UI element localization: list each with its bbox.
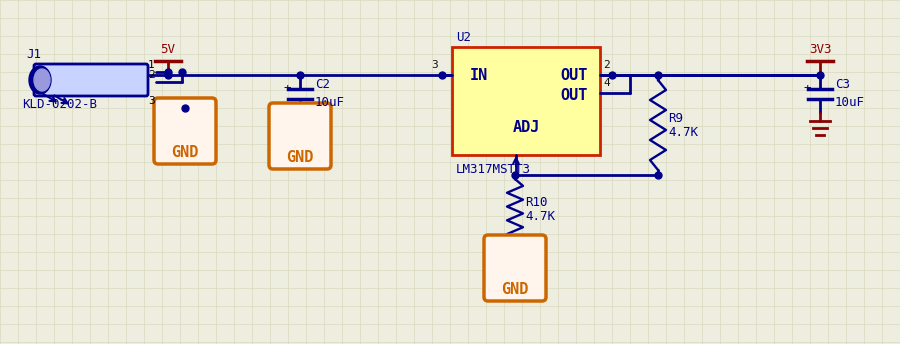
Text: 5V: 5V: [160, 43, 176, 55]
Text: 10uF: 10uF: [835, 96, 865, 108]
Bar: [452, 47, 600, 155]
Text: +: +: [804, 82, 812, 95]
Text: +: +: [284, 82, 292, 95]
Ellipse shape: [34, 69, 50, 91]
Text: LM317MSTT3: LM317MSTT3: [456, 162, 531, 175]
Text: J1: J1: [26, 47, 41, 61]
Text: 3: 3: [148, 96, 155, 106]
Text: 3: 3: [431, 60, 438, 70]
Text: GND: GND: [286, 150, 314, 164]
FancyBboxPatch shape: [269, 103, 331, 169]
Text: 2: 2: [148, 70, 155, 80]
FancyBboxPatch shape: [34, 64, 148, 96]
Text: IN: IN: [470, 67, 488, 83]
Text: 1: 1: [148, 60, 155, 70]
Text: 2: 2: [603, 60, 610, 70]
Text: OUT: OUT: [561, 67, 588, 83]
Text: C2: C2: [315, 77, 330, 90]
Text: 4.7K: 4.7K: [668, 126, 698, 139]
Text: 4: 4: [603, 78, 610, 88]
Text: R10: R10: [525, 196, 547, 209]
Text: ADJ: ADJ: [512, 119, 540, 135]
Text: KLD-0202-B: KLD-0202-B: [22, 97, 97, 110]
Text: C3: C3: [835, 77, 850, 90]
FancyBboxPatch shape: [154, 98, 216, 164]
Text: OUT: OUT: [561, 87, 588, 103]
Text: 3V3: 3V3: [809, 43, 832, 55]
Text: GND: GND: [171, 144, 199, 160]
FancyBboxPatch shape: [484, 235, 546, 301]
Text: GND: GND: [501, 281, 528, 297]
Ellipse shape: [29, 66, 51, 94]
Text: 4.7K: 4.7K: [525, 211, 555, 224]
Text: U2: U2: [456, 31, 471, 43]
Text: R9: R9: [668, 111, 683, 125]
Text: 10uF: 10uF: [315, 96, 345, 108]
